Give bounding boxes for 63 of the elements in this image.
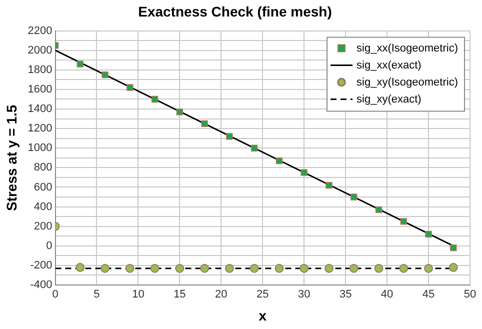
y-axis-title: Stress at y = 1.5 <box>3 104 20 212</box>
point <box>274 264 284 273</box>
x-tick-label: 45 <box>422 288 435 301</box>
point <box>126 84 134 91</box>
y-tick-label: 1600 <box>28 83 52 96</box>
point <box>76 262 85 272</box>
y-tick-label: 2200 <box>28 24 52 37</box>
x-axis-title: x <box>258 307 267 324</box>
point <box>200 264 210 273</box>
point <box>251 144 258 152</box>
point <box>276 158 283 164</box>
x-tick-label: 30 <box>298 288 310 301</box>
point <box>176 108 184 116</box>
point <box>125 264 134 273</box>
point <box>175 264 184 273</box>
y-tick-label: 200 <box>34 220 52 232</box>
point <box>224 264 234 273</box>
point <box>150 264 160 273</box>
point <box>399 264 408 273</box>
x-tick-label: 10 <box>132 288 144 301</box>
point <box>226 133 233 140</box>
x-tick-label: 40 <box>380 288 394 301</box>
point <box>324 264 334 273</box>
y-tick-label: 600 <box>34 181 52 194</box>
point <box>448 262 458 272</box>
point <box>400 218 407 225</box>
legend-label: sig_xy(Isogeometric) <box>356 76 458 88</box>
x-tick-label: 15 <box>174 288 186 301</box>
point <box>326 182 332 189</box>
legend-label: sig_xx(Isogeometric) <box>356 42 458 54</box>
point <box>250 264 259 273</box>
point <box>374 264 384 273</box>
x-tick-label: 50 <box>464 288 476 301</box>
y-tick-label: 1200 <box>28 122 52 135</box>
x-tick-label: 20 <box>215 288 228 301</box>
y-tick-label: 400 <box>34 200 52 213</box>
y-tick-label: 2000 <box>28 44 52 56</box>
y-tick-label: 1800 <box>28 64 52 76</box>
point <box>375 206 382 214</box>
y-tick-label: 1000 <box>28 142 52 154</box>
y-tick-label: 1400 <box>28 103 52 116</box>
point <box>350 194 358 200</box>
point <box>300 169 308 176</box>
x-tick-label: 25 <box>256 288 269 301</box>
point <box>76 60 84 68</box>
chart-title: Exactness Check (fine mesh) <box>138 3 332 20</box>
point <box>300 264 309 273</box>
legend-label: sig_xy(exact) <box>356 93 422 106</box>
point <box>201 120 208 128</box>
x-tick-label: 5 <box>94 288 100 301</box>
y-tick-label: 800 <box>34 162 52 174</box>
point <box>450 244 457 252</box>
point <box>102 71 108 78</box>
point <box>100 264 110 273</box>
y-tick-label: -400 <box>30 279 52 292</box>
point <box>424 264 434 273</box>
legend-label: sig_xx(exact) <box>356 59 422 72</box>
y-tick-label: -200 <box>30 259 52 272</box>
point <box>151 96 158 103</box>
point <box>425 230 432 238</box>
x-tick-label: 35 <box>339 288 352 301</box>
point <box>349 264 358 273</box>
y-tick-label: 0 <box>46 240 52 252</box>
